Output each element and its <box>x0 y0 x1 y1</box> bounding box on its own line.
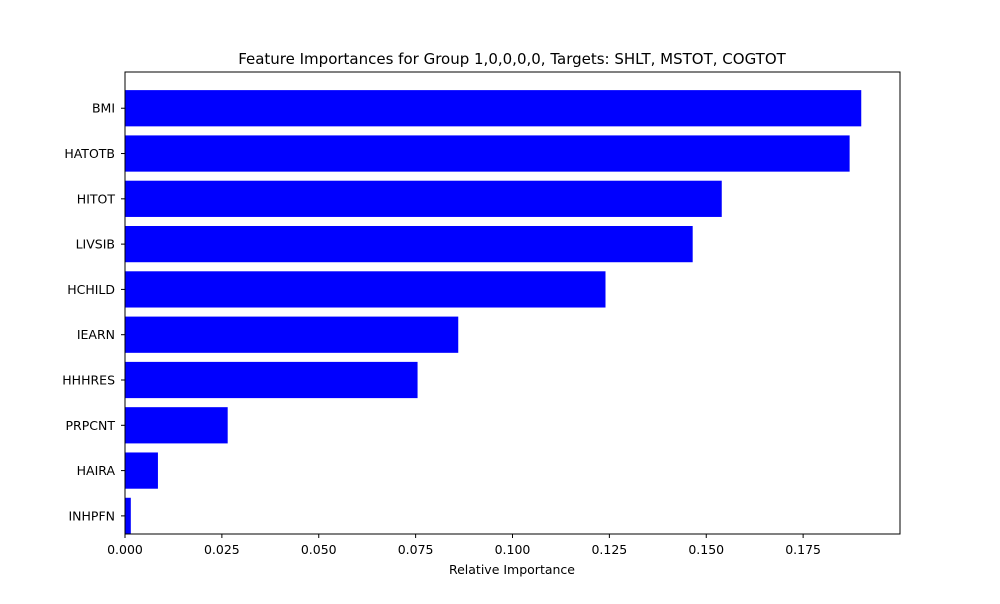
x-tick-label: 0.100 <box>495 542 531 557</box>
bar-hitot <box>125 180 722 217</box>
x-axis-label: Relative Importance <box>449 562 575 577</box>
y-axis-ticks: BMI HATOTB HITOT LIVSIB HCHILD IEARN HHHRES PRP… <box>62 101 125 523</box>
bar-hchild <box>125 271 606 308</box>
chart-title: Feature Importances for Group 1,0,0,0,0,… <box>238 50 786 68</box>
plot-frame <box>124 71 901 535</box>
y-tick-label: INHPFN <box>68 508 115 523</box>
bar-haira <box>125 452 158 489</box>
bar-livsib <box>125 226 693 263</box>
bar-iearn <box>125 316 459 353</box>
y-tick-label: HHHRES <box>62 373 115 388</box>
y-tick-label: BMI <box>92 101 115 116</box>
x-tick-label: 0.175 <box>785 542 821 557</box>
y-tick-label: HAIRA <box>77 463 116 478</box>
x-axis-ticks: 0.000 0.025 0.050 0.075 0.100 0.125 0.150 0.175 <box>107 534 821 557</box>
x-tick-label: 0.025 <box>204 542 240 557</box>
bar-hatotb <box>125 135 850 172</box>
y-tick-label: PRPCNT <box>66 418 116 433</box>
y-tick-label: LIVSIB <box>76 237 115 252</box>
x-tick-label: 0.125 <box>591 542 627 557</box>
bars-layer <box>125 90 862 534</box>
x-tick-label: 0.000 <box>107 542 143 557</box>
y-tick-label: HATOTB <box>64 146 115 161</box>
x-tick-label: 0.075 <box>398 542 434 557</box>
bar-hhhres <box>125 361 418 399</box>
bar-bmi <box>125 90 862 127</box>
y-tick-label: IEARN <box>77 327 115 342</box>
bar-inhpfn <box>125 497 131 534</box>
x-tick-label: 0.150 <box>688 542 724 557</box>
y-tick-label: HCHILD <box>67 282 115 297</box>
x-tick-label: 0.050 <box>301 542 337 557</box>
y-tick-label: HITOT <box>77 191 116 206</box>
bar-prpcnt <box>125 407 228 444</box>
